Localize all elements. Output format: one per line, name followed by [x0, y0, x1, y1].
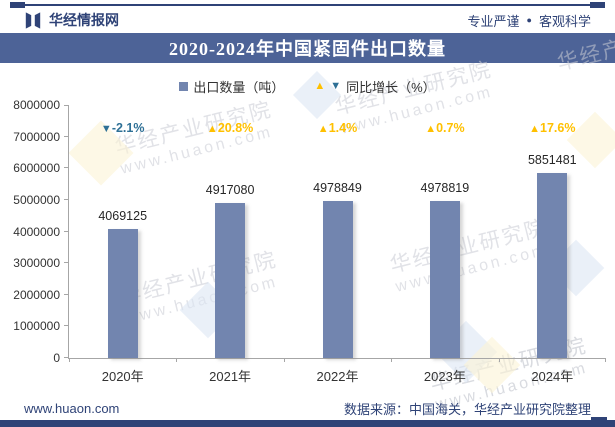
legend-label: 出口数量（吨）: [193, 79, 285, 95]
x-axis-category-label: 2022年: [316, 369, 359, 384]
brand-name: 华经情报网: [49, 12, 119, 28]
bar-value-label: 5851481: [527, 152, 577, 167]
bar-2021年: [215, 202, 246, 358]
top-border-left-cap: [10, 2, 25, 8]
brand: 华经情报网: [24, 10, 119, 30]
top-border-right-cap: [590, 2, 605, 8]
x-axis-category-label: 2020年: [101, 369, 144, 384]
bar-2020年: [107, 229, 138, 358]
y-axis-tick-label: 7000000: [13, 129, 60, 144]
x-axis-category-label: 2024年: [531, 369, 574, 384]
header-slogan: 专业严谨 ● 客观科学: [468, 11, 591, 30]
y-axis-tick: [64, 105, 68, 106]
y-axis-tick: [64, 135, 68, 137]
x-axis-tick: [391, 358, 393, 362]
footer: www.huaon.com 数据来源：中国海关，华经产业研究院整理: [24, 398, 591, 418]
yoy-growth-label: ▲17.6%: [529, 121, 576, 135]
y-axis-tick-label: 6000000: [13, 161, 60, 176]
bar-2024年: [537, 172, 568, 358]
yoy-growth-label: ▼-2.1%: [100, 121, 145, 135]
bar-value-label: 4069125: [98, 209, 148, 224]
yoy-growth-label: ▲0.7%: [425, 121, 465, 135]
x-axis-tick: [605, 358, 606, 362]
y-axis-tick-label: 0: [53, 351, 60, 365]
chart-title-bar: 2020-2024年中国紧固件出口数量: [0, 33, 615, 63]
y-axis-tick: [64, 198, 68, 200]
down-triangle-icon: ▼: [100, 123, 112, 135]
huajing-logo-icon: [24, 11, 42, 29]
bar-value-label: 4978849: [313, 180, 362, 195]
y-axis-tick: [64, 357, 68, 358]
y-axis-tick-label: 3000000: [13, 256, 60, 271]
y-axis-tick-label: 8000000: [13, 98, 60, 112]
legend-item-yoy-growth: ▲ ▼ 同比增长（%）: [314, 77, 435, 96]
x-axis-tick: [176, 358, 178, 362]
header: 华经情报网 专业严谨 ● 客观科学: [24, 8, 591, 32]
bottom-border-bar: [0, 417, 615, 427]
x-axis-tick: [283, 358, 285, 362]
slogan-bullet-icon: ●: [526, 15, 532, 25]
yoy-growth-label: ▲20.8%: [206, 121, 254, 135]
y-axis-tick: [64, 293, 68, 295]
bar-2022年: [322, 200, 353, 358]
x-axis-tick: [498, 358, 500, 362]
data-source-note: 数据来源：中国海关，华经产业研究院整理: [343, 401, 591, 417]
yoy-growth-label: ▲1.4%: [317, 121, 358, 135]
down-triangle-icon: ▼: [330, 79, 342, 92]
legend-label: 同比增长（%）: [346, 79, 436, 95]
slogan-right: 客观科学: [538, 13, 591, 29]
bottom-border-right-cap: [591, 417, 607, 423]
bar-value-label: 4978819: [420, 180, 470, 195]
up-triangle-icon: ▲: [425, 123, 437, 135]
y-axis-tick-label: 4000000: [13, 224, 60, 239]
bar-2023年: [429, 200, 460, 358]
chart-title: 2020-2024年中国紧固件出口数量: [169, 39, 446, 59]
top-border-line: [10, 4, 605, 6]
bar-series-marker-icon: [179, 81, 189, 91]
x-axis-category-label: 2021年: [209, 369, 252, 384]
up-triangle-icon: ▲: [206, 123, 218, 135]
up-triangle-icon: ▲: [529, 123, 541, 135]
bar-value-label: 4917080: [205, 182, 255, 197]
x-axis-category-label: 2023年: [423, 369, 466, 384]
y-axis-tick: [64, 262, 68, 264]
footer-site-link[interactable]: www.huaon.com: [24, 400, 120, 416]
y-axis-tick: [64, 230, 68, 232]
y-axis-tick-label: 5000000: [13, 192, 60, 207]
up-triangle-icon: ▲: [314, 79, 326, 92]
y-axis-tick: [64, 325, 68, 327]
y-axis-tick-label: 1000000: [13, 319, 60, 334]
y-axis-tick: [64, 167, 68, 169]
up-triangle-icon: ▲: [317, 123, 329, 135]
plot-area: 0 1000000 2000000 3000000 4000000 5000000 6000…: [13, 98, 606, 384]
slogan-left: 专业严谨: [467, 13, 520, 29]
legend-item-export-volume: 出口数量（吨）: [179, 77, 284, 96]
x-axis-tick: [69, 358, 70, 362]
y-axis-tick-label: 2000000: [13, 287, 60, 302]
chart-legend: 出口数量（吨） ▲ ▼ 同比增长（%）: [0, 77, 615, 95]
